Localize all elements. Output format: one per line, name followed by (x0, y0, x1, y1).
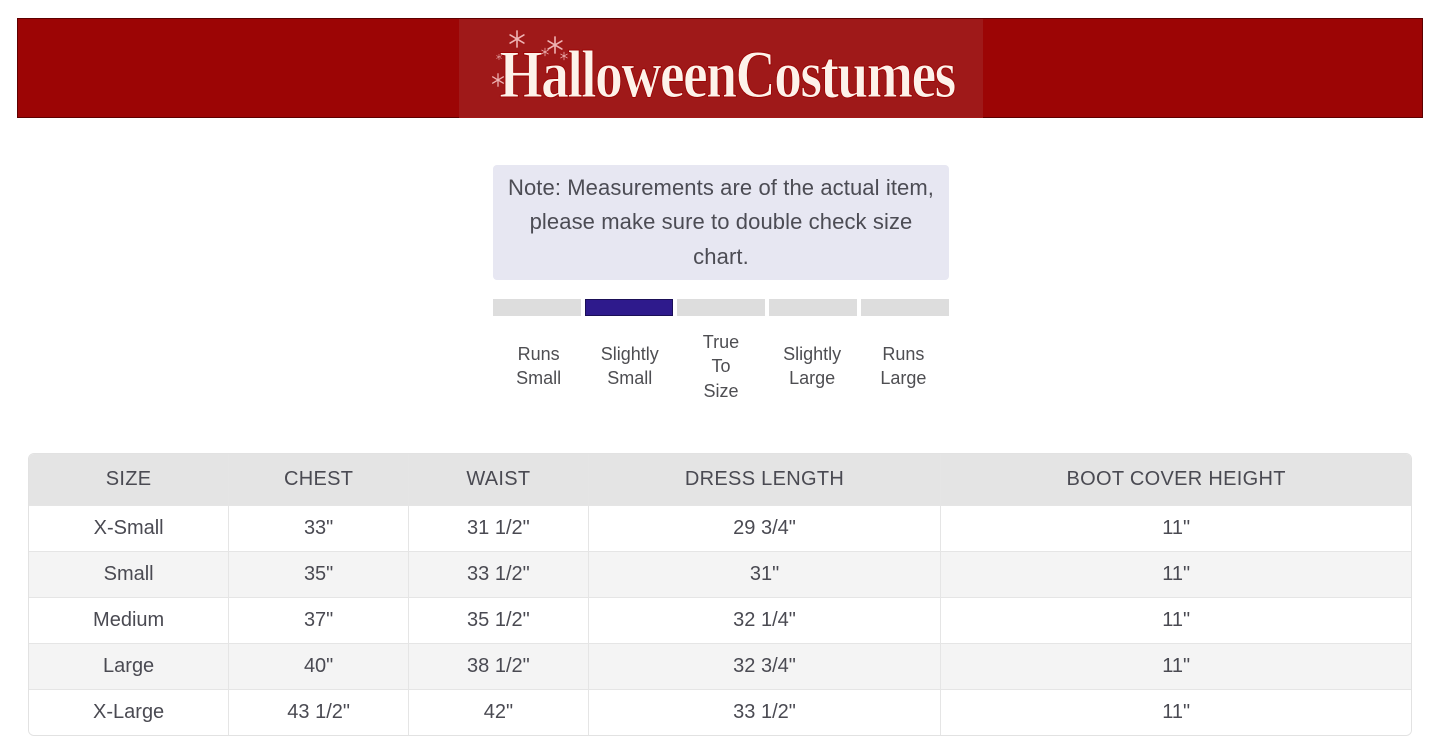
svg-text:HalloweenCostumes: HalloweenCostumes (499, 38, 955, 112)
